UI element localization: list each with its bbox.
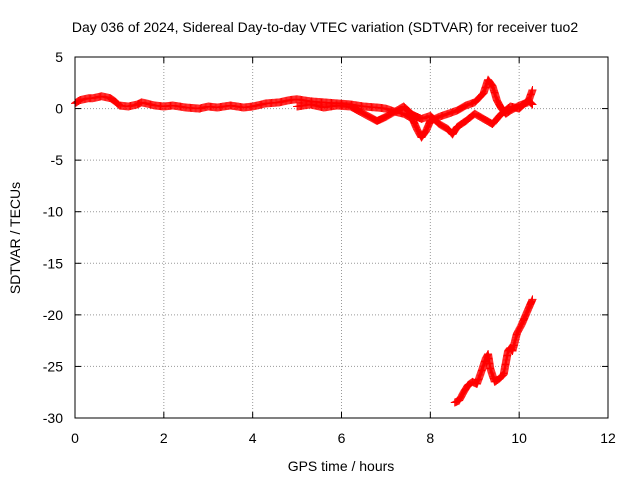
axis-ticks: 0 2 4 6 8 10 12 5 0 -5 -10 -15 -20 -25 -30 [43,49,616,446]
series-sdtvar-track-b [293,96,537,139]
y-tick-label: -25 [43,358,63,374]
x-tick-label: 0 [71,430,79,446]
x-tick-label: 10 [511,430,527,446]
data-point [528,100,537,109]
chart-title: Day 036 of 2024, Sidereal Day-to-day VTE… [72,19,579,35]
y-axis-label: SDTVAR / TECUs [7,182,23,294]
data-point [460,102,469,111]
y-tick-label: -15 [43,255,63,271]
data-point [528,86,537,95]
x-tick-label: 2 [160,430,168,446]
x-tick-label: 6 [338,430,346,446]
data-point [528,295,537,304]
y-tick-label: -5 [51,152,64,168]
y-tick-label: -10 [43,204,63,220]
y-tick-label: 5 [55,49,63,65]
y-tick-label: 0 [55,101,63,117]
series-sdtvar-low-branch [450,295,537,407]
data-point [527,99,536,108]
grid-lines [75,57,608,418]
x-axis-label: GPS time / hours [288,458,395,474]
data-point [527,99,536,108]
x-tick-label: 8 [426,430,434,446]
x-tick-label: 12 [600,430,616,446]
y-tick-label: -30 [43,410,63,426]
data-series [71,75,537,407]
x-tick-label: 4 [249,430,257,446]
y-tick-label: -20 [43,307,63,323]
